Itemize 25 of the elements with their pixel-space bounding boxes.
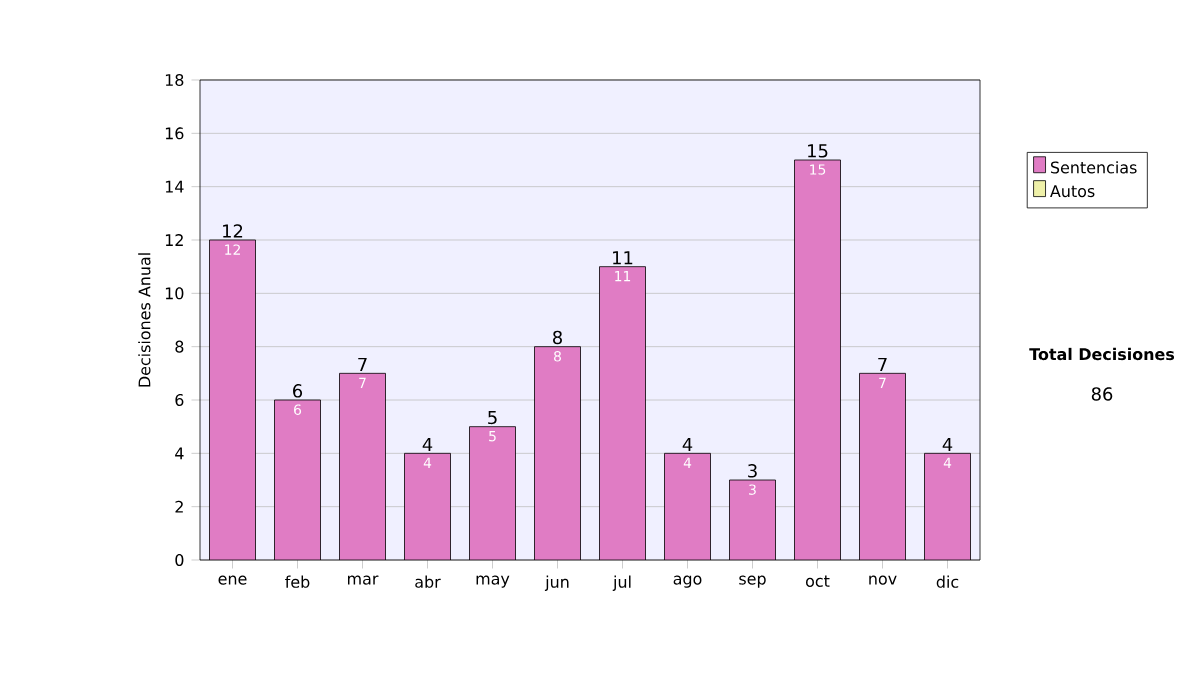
bar [664, 453, 711, 560]
bar [274, 400, 321, 560]
bar [924, 452, 971, 560]
bar [794, 159, 841, 560]
total-label: 3 [748, 464, 757, 478]
total-label: 8 [553, 330, 562, 345]
total-label: 5 [488, 410, 497, 425]
bar [599, 266, 646, 560]
total-label: 4 [942, 437, 953, 451]
bar [534, 346, 581, 560]
bar [729, 480, 776, 560]
total-label: 15 [808, 144, 828, 158]
bar [209, 239, 256, 560]
total-label: 4 [682, 437, 693, 451]
bar [469, 426, 516, 560]
total-label: 4 [422, 437, 433, 451]
total-label: 12 [223, 224, 243, 238]
text: 86 [1091, 387, 1113, 401]
total-label: 7 [358, 357, 367, 371]
bar [339, 373, 386, 560]
bar [404, 453, 451, 560]
total-label: 7 [878, 357, 887, 371]
total-label: 11 [613, 251, 633, 265]
total-label: 6 [293, 384, 303, 398]
bar [859, 373, 906, 560]
